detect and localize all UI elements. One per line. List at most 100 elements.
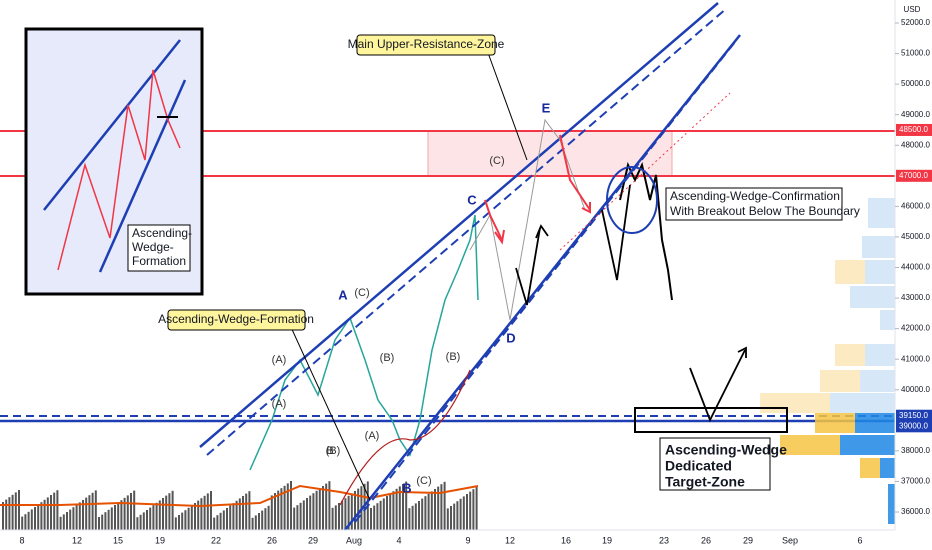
price-path-recent	[619, 161, 673, 301]
volume-bar	[296, 505, 299, 530]
price-tag-label: 48500.0	[899, 125, 928, 134]
wedge-upper-dashed	[206, 7, 728, 456]
time-tick-label: 6	[857, 535, 862, 545]
volume-bar	[107, 509, 110, 530]
curve	[339, 369, 471, 506]
volume-bar	[382, 498, 385, 530]
time-tick-label: 19	[155, 535, 165, 545]
volume-bar	[459, 498, 462, 530]
volume-bar	[75, 504, 78, 530]
volume-bar	[2, 502, 4, 530]
volume-bar	[88, 495, 91, 530]
volume-bar	[248, 491, 251, 530]
price-tick-label: 42000.0	[901, 324, 930, 333]
volume-bar	[235, 500, 238, 530]
volume-bar	[290, 481, 292, 530]
volume-bar	[216, 515, 219, 530]
target-text: Target-Zone	[665, 474, 745, 490]
volume-bar	[427, 493, 430, 530]
time-tick-label: Aug	[346, 535, 362, 545]
volume-bar	[219, 512, 222, 530]
volume-bar	[146, 510, 148, 530]
callout-text: Ascending-Wedge-Formation	[158, 312, 314, 326]
wave-label: (B)	[380, 352, 395, 364]
volume-bar	[91, 492, 94, 530]
volume-bar	[168, 493, 171, 530]
volume-bar	[162, 498, 164, 530]
inset-label-box	[127, 224, 191, 272]
price-tick-label: 38000.0	[901, 446, 930, 455]
volume-bar	[376, 503, 379, 530]
volume-bar	[130, 493, 132, 530]
volume-bar	[184, 510, 187, 530]
volume-bar	[213, 517, 216, 530]
wave-label: D	[506, 330, 515, 345]
volume-bar	[405, 481, 408, 530]
volume-bar	[24, 514, 27, 530]
volume-bar	[53, 492, 56, 530]
volume-bar	[411, 505, 414, 530]
volume-bar	[270, 495, 273, 530]
time-tick-label: 22	[211, 535, 221, 545]
volume-bar	[309, 495, 312, 530]
confirmation-text: With Breakout Below The Boundary	[670, 204, 860, 218]
volume-bar	[302, 500, 305, 530]
wave-label: E	[542, 100, 551, 115]
volume-bar	[421, 498, 424, 530]
volume-bar	[104, 512, 107, 530]
volume-bar	[322, 486, 324, 530]
price-tag	[896, 169, 932, 182]
wave-label: C	[467, 192, 477, 207]
volume-bar	[149, 507, 152, 530]
time-tick-label: 12	[505, 535, 515, 545]
volume-bar	[174, 517, 177, 530]
volume-bar	[386, 496, 388, 530]
callout-text: Main Upper-Resistance-Zone	[348, 37, 505, 51]
inset-wedge	[98, 79, 187, 273]
volume-bar	[110, 507, 113, 530]
price-tick-label: 36000.0	[901, 507, 930, 516]
volume-bar	[418, 501, 420, 530]
volume-bar	[158, 500, 161, 530]
wedge-upper	[199, 2, 719, 448]
volume-bar	[171, 490, 174, 530]
inset-wedge	[43, 39, 181, 211]
volume-bar	[370, 508, 372, 530]
volume-bar	[181, 512, 184, 530]
volume-bar	[392, 491, 395, 530]
volume-bar	[152, 505, 155, 530]
volume-bar	[338, 503, 340, 530]
volume-bar	[72, 507, 75, 530]
black-arrows	[515, 184, 747, 423]
volume-bar	[194, 503, 196, 530]
inset-text: Wedge-	[132, 240, 174, 254]
red-arrows	[484, 134, 591, 245]
price-tag	[896, 420, 932, 433]
volume-bar	[434, 489, 436, 530]
volume-bar	[155, 502, 158, 530]
volume-bar	[136, 517, 139, 530]
volume-bar	[306, 498, 308, 530]
wave-label: (C)	[489, 155, 504, 167]
volume-bar	[245, 493, 248, 530]
price-tag-label: 39150.0	[899, 411, 928, 420]
time-tick-label: 26	[267, 535, 277, 545]
volume-bar	[37, 504, 40, 530]
volume-bar	[229, 505, 232, 530]
volume-bar	[27, 511, 30, 530]
volume-bar	[114, 505, 116, 530]
volume-bar	[283, 485, 286, 530]
volume-bar	[98, 517, 100, 530]
volume-bar	[258, 513, 260, 530]
price-tick-label: 41000.0	[901, 354, 930, 363]
volume-bar	[318, 488, 321, 530]
volume-bar	[466, 494, 468, 530]
volume-bar	[203, 495, 206, 530]
price-tag	[896, 409, 932, 422]
volume-bar	[440, 484, 443, 530]
volume-bar	[50, 495, 52, 530]
volume-bar	[69, 509, 72, 530]
volume-bar	[462, 496, 465, 530]
volume-bar	[210, 491, 212, 530]
volume-bar	[402, 484, 404, 530]
